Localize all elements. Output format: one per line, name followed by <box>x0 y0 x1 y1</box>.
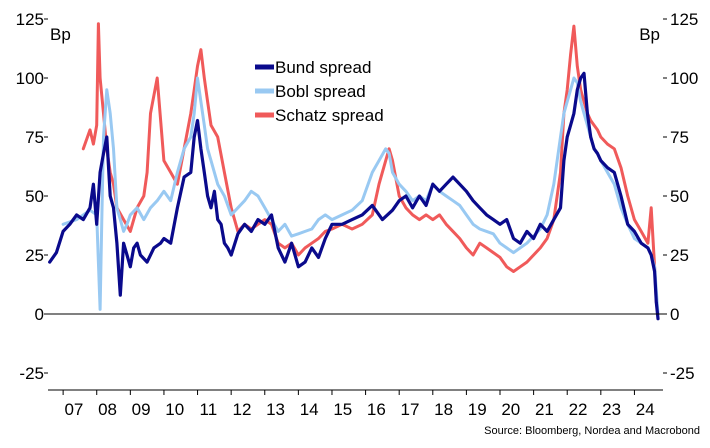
left-tick-label: 25 <box>25 246 44 265</box>
x-tick-label: 13 <box>266 400 285 419</box>
x-tick-label: 24 <box>636 400 655 419</box>
right-y-axis: 125 100 75 50 25 0 -25 <box>663 10 698 383</box>
source-note: Source: Bloomberg, Nordea and Macrobond <box>484 425 700 437</box>
right-tick-label: 50 <box>670 187 689 206</box>
x-tick-label: 23 <box>602 400 621 419</box>
right-tick-label: 25 <box>670 246 689 265</box>
series-line-schatz-spread <box>81 22 660 316</box>
x-axis: 07 08 09 10 11 12 13 14 15 16 17 18 19 20 21 22 23 24 <box>62 390 655 419</box>
legend-label: Schatz spread <box>275 106 384 125</box>
left-y-axis: 125 100 75 50 25 0 -25 <box>16 10 48 383</box>
right-tick-label: -25 <box>670 364 695 383</box>
left-tick-label: 0 <box>35 305 44 324</box>
x-tick-label: 12 <box>232 400 251 419</box>
right-tick-label: 0 <box>670 305 679 324</box>
legend-label: Bobl spread <box>275 82 366 101</box>
right-unit-label: Bp <box>639 25 660 44</box>
legend: Bund spread Bobl spread Schatz spread <box>255 58 384 125</box>
x-tick-label: 15 <box>333 400 352 419</box>
series-layer <box>48 22 660 321</box>
x-tick-label: 16 <box>367 400 386 419</box>
left-unit-label: Bp <box>50 25 71 44</box>
x-tick-label: 11 <box>200 400 218 419</box>
right-tick-label: 125 <box>670 10 698 29</box>
x-tick-label: 10 <box>165 400 184 419</box>
x-tick-label: 09 <box>132 400 151 419</box>
series-line-bobl-spread <box>61 76 660 316</box>
x-tick-label: 08 <box>98 400 117 419</box>
x-tick-label: 19 <box>468 400 487 419</box>
x-tick-label: 18 <box>434 400 453 419</box>
left-tick-label: 50 <box>25 187 44 206</box>
right-tick-label: 75 <box>670 128 689 147</box>
x-tick-label: 21 <box>535 400 554 419</box>
left-tick-label: 125 <box>16 10 44 29</box>
left-tick-label: -25 <box>19 364 44 383</box>
x-tick-label: 20 <box>501 400 520 419</box>
x-tick-label: 07 <box>64 400 83 419</box>
series-line-bund-spread <box>48 71 660 321</box>
legend-label: Bund spread <box>275 58 371 77</box>
left-tick-label: 100 <box>16 69 44 88</box>
x-tick-label: 14 <box>300 400 319 419</box>
x-tick-label: 22 <box>569 400 588 419</box>
left-tick-label: 75 <box>25 128 44 147</box>
x-tick-label: 17 <box>401 400 420 419</box>
right-tick-label: 100 <box>670 69 698 88</box>
